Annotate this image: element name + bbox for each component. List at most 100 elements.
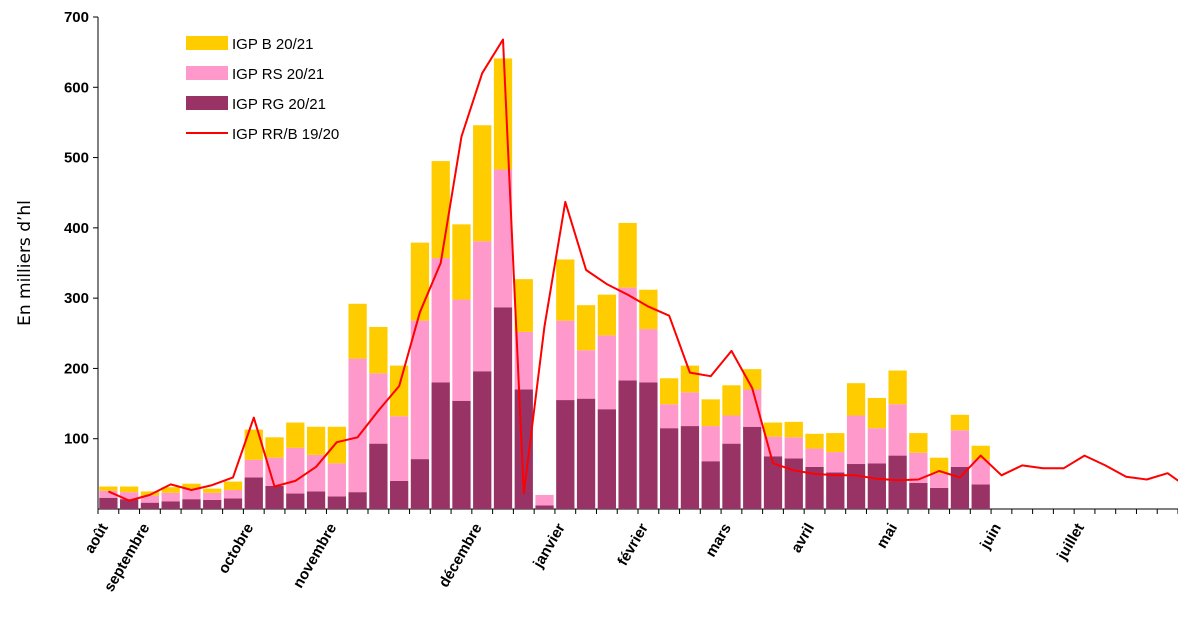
bar-rs-5 [203,492,222,500]
month-label-0: août [81,521,112,557]
line-series [107,38,1178,502]
bar-b-41 [950,414,970,431]
bar-b-42 [971,445,990,460]
y-tick-label: 500 [64,150,89,167]
bar-rg-9 [286,493,305,509]
line-ig-rr-b [107,38,1178,502]
bar-b-11 [327,426,346,464]
bar-b-10 [306,426,326,455]
bar-rg-26 [639,382,658,509]
bar-rs-29 [701,426,720,462]
bar-rs-21 [535,494,554,506]
legend-label-rs: IGP RS 20/21 [232,66,324,83]
bar-rs-10 [306,454,326,492]
bar-rg-36 [846,464,866,509]
bar-rg-13 [369,443,388,509]
legend-swatch-rs [186,66,228,80]
bar-rg-15 [410,459,430,509]
bar-rg-33 [784,458,803,509]
bar-rs-0 [99,490,118,498]
bar-b-31 [743,369,762,390]
bar-rg-0 [99,497,118,509]
bar-rg-32 [763,456,783,509]
month-label-9: mai [873,521,901,552]
legend-label-b: IGP B 20/21 [232,36,313,53]
bar-rg-39 [909,482,928,509]
bar-b-37 [867,397,886,429]
bar-rg-29 [701,461,720,509]
legend-label-line: IGP RR/B 19/20 [232,126,339,143]
bar-rs-14 [390,416,409,481]
y-tick-label: 400 [64,220,89,237]
bar-b-14 [390,365,409,417]
bar-rg-30 [722,443,741,509]
bar-rs-18 [473,241,492,372]
bar-b-8 [265,437,284,458]
bar-rs-7 [244,459,263,478]
bar-rg-19 [493,307,513,509]
month-label-11: juillet [1053,520,1088,563]
bar-rs-38 [888,404,907,456]
bar-rs-24 [597,335,616,410]
bar-b-33 [784,421,803,438]
bar-b-39 [909,433,928,453]
bar-rg-25 [618,380,637,509]
bar-b-32 [763,422,783,437]
bar-rs-13 [369,373,388,444]
bar-rg-35 [826,472,845,509]
month-label-5: janvier [529,520,568,571]
bar-rg-41 [950,466,970,509]
month-label-7: mars [702,521,735,561]
bar-rg-12 [348,492,367,509]
bar-rs-39 [909,452,928,483]
bar-rs-36 [846,415,866,465]
bar-rg-7 [244,477,263,509]
legend-swatch-b [186,36,228,50]
bar-rs-28 [680,392,700,427]
bar-rg-23 [576,398,596,509]
bar-b-7 [244,429,263,460]
bar-rg-10 [306,491,326,509]
bar-rg-5 [203,499,222,509]
bar-b-36 [846,383,866,416]
bar-rs-34 [805,448,824,467]
bar-b-2 [140,491,160,496]
bar-rg-27 [660,428,679,509]
bar-b-13 [369,326,388,374]
bar-b-6 [223,481,243,491]
bar-b-4 [182,483,201,489]
bar-rs-33 [784,437,803,459]
bar-b-26 [639,289,658,330]
bar-b-20 [514,279,533,332]
bar-b-1 [120,486,139,493]
bar-b-24 [597,294,616,336]
bar-b-23 [576,305,596,351]
bar-rs-26 [639,329,658,383]
bar-b-15 [410,242,430,321]
bar-rs-11 [327,463,346,497]
bar-rs-15 [410,320,430,460]
y-tick-label: 700 [64,9,89,26]
bar-rs-17 [452,299,471,401]
bars [99,58,990,509]
bar-rg-2 [140,502,160,509]
bar-b-19 [493,58,513,170]
bar-rs-25 [618,287,637,381]
y-tick-label: 100 [64,431,89,448]
bar-rs-23 [576,350,596,399]
y-axis-label: En milliers d’hl [15,200,35,326]
bar-rg-22 [556,400,575,509]
bar-b-18 [473,125,492,242]
month-label-4: décembre [436,521,486,591]
bar-rs-8 [265,457,284,486]
month-label-3: novembre [290,521,341,592]
y-tick-label: 200 [64,360,89,377]
month-label-10: juin [976,521,1005,553]
bar-rs-9 [286,447,305,494]
bar-rs-2 [140,495,160,503]
bar-rg-42 [971,484,990,509]
bar-rg-4 [182,499,201,509]
bar-rg-38 [888,455,907,509]
y-tick-label: 300 [64,290,89,307]
